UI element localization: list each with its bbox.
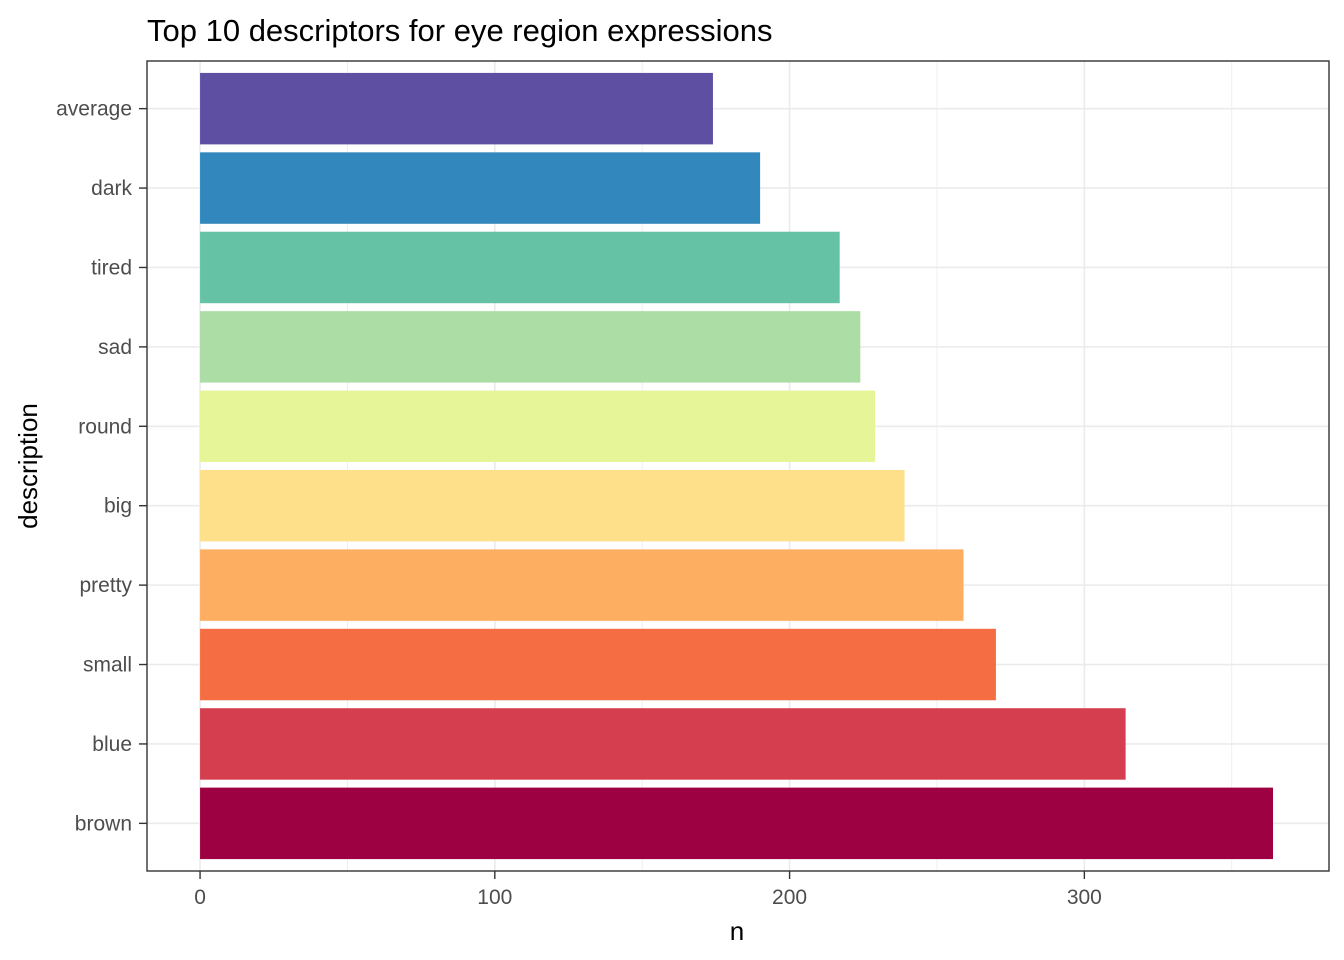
y-axis: average dark tired sad round big pretty small bl… bbox=[56, 98, 147, 835]
bars bbox=[200, 72, 1273, 860]
y-tick-label-pretty: pretty bbox=[79, 574, 132, 597]
x-tick-label-0: 0 bbox=[194, 886, 206, 909]
y-tick-label-average: average bbox=[56, 98, 132, 121]
bar-pretty bbox=[200, 549, 964, 621]
y-tick-label-big: big bbox=[104, 495, 132, 518]
bar-average bbox=[200, 72, 713, 145]
y-tick-label-dark: dark bbox=[91, 177, 132, 200]
bar-blue bbox=[200, 708, 1126, 780]
bar-dark bbox=[200, 152, 761, 224]
bar-big bbox=[200, 469, 905, 542]
x-axis-title: n bbox=[730, 916, 744, 946]
bar-brown bbox=[200, 787, 1273, 860]
bar-small bbox=[200, 628, 996, 701]
y-tick-label-brown: brown bbox=[75, 812, 132, 835]
y-tick-label-small: small bbox=[83, 654, 132, 677]
y-tick-label-sad: sad bbox=[98, 336, 132, 359]
bar-sad bbox=[200, 311, 861, 383]
x-tick-label-300: 300 bbox=[1067, 886, 1102, 909]
y-tick-label-round: round bbox=[78, 415, 132, 438]
plot-panel-border bbox=[146, 60, 1330, 872]
y-tick-label-blue: blue bbox=[92, 733, 132, 756]
y-axis-title: description bbox=[13, 403, 43, 529]
bar-tired bbox=[200, 231, 840, 304]
chart-title: Top 10 descriptors for eye region expres… bbox=[147, 13, 773, 48]
x-tick-label-100: 100 bbox=[477, 886, 512, 909]
bar-round bbox=[200, 390, 876, 463]
x-axis: 0 100 200 300 bbox=[194, 871, 1102, 909]
y-tick-label-tired: tired bbox=[91, 256, 132, 279]
x-tick-label-200: 200 bbox=[772, 886, 807, 909]
